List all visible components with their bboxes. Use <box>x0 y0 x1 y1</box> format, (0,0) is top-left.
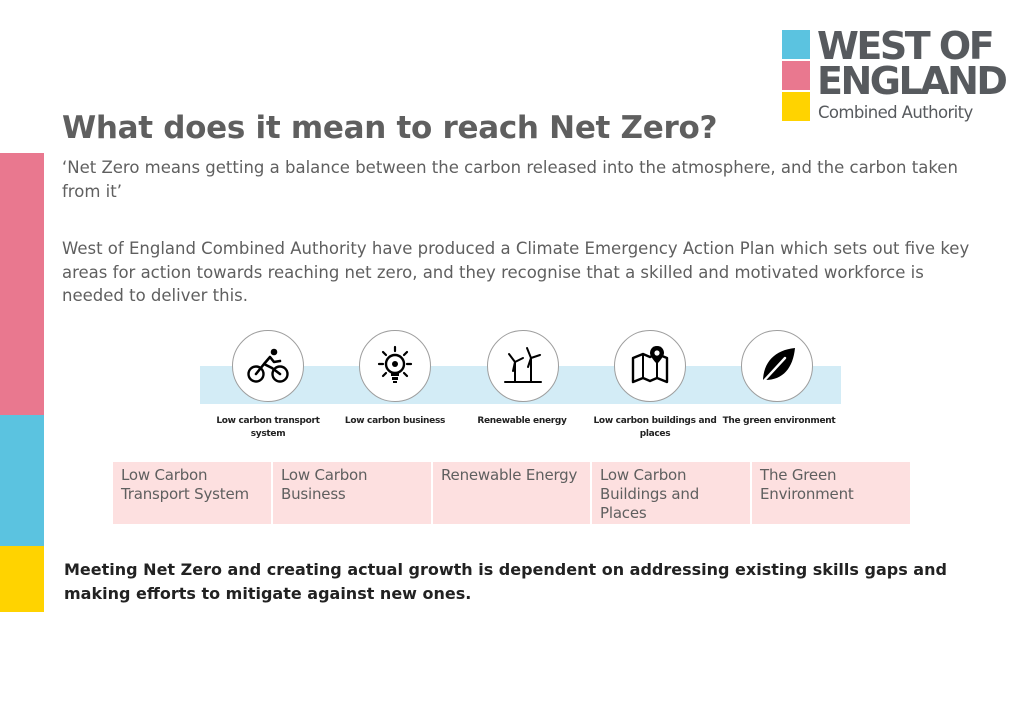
area-cell-transport: Low Carbon Transport System <box>113 462 271 524</box>
logo-line-1: WEST OF <box>817 24 995 68</box>
wind-turbine-icon <box>487 330 559 402</box>
intro-paragraph: West of England Combined Authority have … <box>62 239 970 305</box>
page-title: What does it mean to reach Net Zero? <box>62 110 718 146</box>
icon-label-transport: Low carbon transport system <box>216 416 320 439</box>
icon-label-renewable: Renewable energy <box>477 416 567 426</box>
west-of-england-logo: WEST OF ENGLAND Combined Authority <box>782 24 1008 124</box>
skills-gap-statement: Meeting Net Zero and creating actual gro… <box>64 560 947 603</box>
map-icon <box>614 330 686 402</box>
logo-square-yellow <box>782 92 810 121</box>
side-bar-yellow <box>0 546 44 612</box>
area-cell-buildings: Low Carbon Buildings and Places <box>592 462 750 524</box>
area-cell-renewable: Renewable Energy <box>433 462 590 524</box>
icon-label-business: Low carbon business <box>344 416 446 426</box>
leaf-icon <box>741 330 813 402</box>
area-cell-environment: The Green Environment <box>752 462 910 524</box>
side-bar-pink <box>0 153 44 415</box>
icon-label-environment: The green environment <box>722 416 836 426</box>
lightbulb-icon <box>359 330 431 402</box>
logo-square-blue <box>782 30 810 59</box>
side-bar-blue <box>0 415 44 546</box>
area-cell-business: Low Carbon Business <box>273 462 431 524</box>
net-zero-quote: ‘Net Zero means getting a balance betwee… <box>62 158 958 201</box>
icon-label-buildings: Low carbon buildings and places <box>593 416 717 439</box>
bicycle-icon <box>232 330 304 402</box>
logo-line-2: ENGLAND <box>817 59 1008 103</box>
logo-square-pink <box>782 61 810 90</box>
logo-line-3: Combined Authority <box>818 103 973 122</box>
